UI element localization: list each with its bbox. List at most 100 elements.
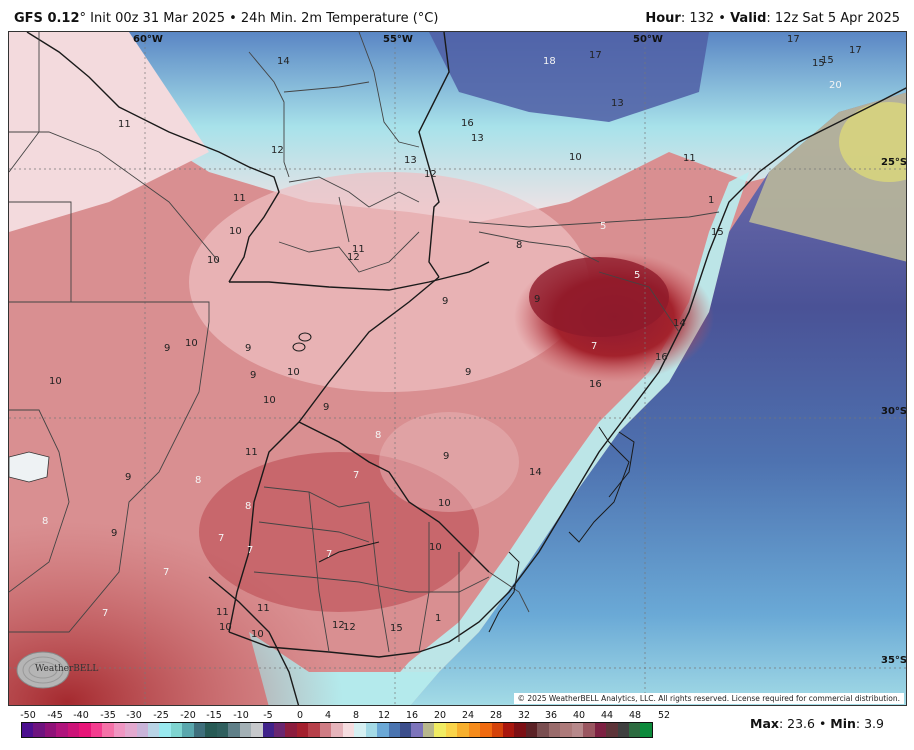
- temperature-label: 5: [634, 270, 641, 281]
- temperature-label: 13: [471, 133, 484, 144]
- colorbar-swatch: [319, 723, 332, 737]
- colorbar-swatch: [331, 723, 343, 737]
- temperature-label: 10: [207, 255, 220, 266]
- temperature-label: 10: [219, 622, 232, 633]
- temperature-label: 7: [163, 567, 170, 578]
- temperature-label: 14: [529, 467, 542, 478]
- colorbar-swatch: [182, 723, 194, 737]
- temperature-label: 9: [465, 367, 472, 378]
- colorbar-tick: 52: [657, 710, 671, 721]
- colorbar-swatch: [228, 723, 240, 737]
- min-label: Min: [830, 716, 856, 731]
- temperature-label: 12: [424, 169, 437, 180]
- temperature-label: 17: [787, 34, 800, 45]
- temperature-label: 16: [461, 118, 474, 129]
- colorbar-swatch: [296, 723, 309, 737]
- min-value: : 3.9: [855, 716, 884, 731]
- longitude-label: 50°W: [633, 34, 663, 45]
- colorbar-swatch: [308, 723, 320, 737]
- latitude-label: 35°S: [881, 655, 907, 666]
- colorbar-swatch: [411, 723, 423, 737]
- temperature-label: 10: [229, 226, 242, 237]
- colorbar-swatch: [354, 723, 366, 737]
- latitude-label: 25°S: [881, 157, 907, 168]
- colorbar-tick: 32: [517, 710, 531, 721]
- colorbar-swatch: [22, 723, 34, 737]
- temperature-label: 13: [611, 98, 624, 109]
- temperature-label: 1: [435, 613, 442, 624]
- colorbar-swatch: [33, 723, 45, 737]
- colorbar-tick: -5: [263, 710, 273, 721]
- temperature-label: 16: [655, 352, 668, 363]
- temperature-label: 7: [102, 608, 109, 619]
- colorbar-swatch: [548, 723, 561, 737]
- hour-label: Hour: [645, 11, 681, 26]
- colorbar-tick: 12: [377, 710, 391, 721]
- colorbar-swatch: [113, 723, 126, 737]
- colorbar-swatch: [480, 723, 492, 737]
- colorbar-swatch: [422, 723, 435, 737]
- colorbar-swatch: [629, 723, 641, 737]
- temperature-label: 14: [673, 318, 686, 329]
- temperature-label: 11: [245, 447, 258, 458]
- temperature-label: 9: [164, 343, 171, 354]
- temperature-label: 12: [347, 252, 360, 263]
- temperature-label: 14: [277, 56, 290, 67]
- colorbar-swatch: [365, 723, 378, 737]
- temperature-label: 8: [195, 475, 202, 486]
- colorbar-tick-labels: -50 -45 -40 -35 -30 -25 -20 -15 -10 -5 0 4 8 12 16 20 24…: [14, 710, 670, 722]
- colorbar-swatch: [388, 723, 400, 737]
- colorbar-swatch: [606, 723, 618, 737]
- temperature-label: 18: [543, 56, 556, 67]
- temperature-label: 9: [245, 343, 252, 354]
- colorbar-tick: 16: [405, 710, 419, 721]
- colorbar-swatch: [617, 723, 630, 737]
- colorbar-tick: 20: [433, 710, 447, 721]
- temperature-label: 8: [42, 516, 49, 527]
- temperature-label: 8: [516, 240, 523, 251]
- colorbar-tick: 40: [572, 710, 586, 721]
- logo-text: WeatherBELL: [35, 664, 99, 674]
- colorbar-swatch: [205, 723, 217, 737]
- temperature-label: 9: [250, 370, 257, 381]
- colorbar-tick: 44: [600, 710, 614, 721]
- temperature-label: 9: [111, 528, 118, 539]
- colorbar-tick: -15: [206, 710, 222, 721]
- temperature-label: 15: [821, 55, 834, 66]
- temperature-label: 20: [829, 80, 842, 91]
- temperature-label: 10: [263, 395, 276, 406]
- colorbar-swatch: [594, 723, 607, 737]
- temperature-label: 7: [591, 341, 598, 352]
- valid-time: Hour: 132 • Valid: 12z Sat 5 Apr 2025: [645, 11, 900, 26]
- colorbar-swatch: [136, 723, 148, 737]
- colorbar-swatch: [159, 723, 171, 737]
- colorbar-swatch: [434, 723, 446, 737]
- temperature-label: 12: [343, 622, 356, 633]
- max-label: Max: [750, 716, 779, 731]
- colorbar-tick: -20: [180, 710, 196, 721]
- temperature-label: 17: [589, 50, 602, 61]
- colorbar-swatch: [377, 723, 389, 737]
- colorbar-tick: 48: [628, 710, 642, 721]
- max-value: : 23.6 •: [778, 716, 831, 731]
- temperature-label: 9: [125, 472, 132, 483]
- colorbar-swatch: [216, 723, 229, 737]
- temperature-label: 17: [849, 45, 862, 56]
- colorbar-swatch: [342, 723, 355, 737]
- temperature-label: 11: [216, 607, 229, 618]
- colorbar-swatch: [147, 723, 160, 737]
- colorbar-swatch: [251, 723, 263, 737]
- colorbar-swatch: [125, 723, 137, 737]
- colorbar-swatch: [239, 723, 252, 737]
- colorbar-tick: 24: [461, 710, 475, 721]
- max-min-stats: Max: 23.6 • Min: 3.9: [750, 716, 884, 731]
- temperature-label: 10: [287, 367, 300, 378]
- temperature-label: 10: [438, 498, 451, 509]
- temperature-label: 10: [569, 152, 582, 163]
- temperature-label: 15: [812, 58, 825, 69]
- temperature-label: 10: [185, 338, 198, 349]
- temperature-label: 15: [711, 227, 724, 238]
- model-name: GFS 0.12: [14, 11, 80, 26]
- temperature-label: 9: [443, 451, 450, 462]
- colorbar-tick: 36: [544, 710, 558, 721]
